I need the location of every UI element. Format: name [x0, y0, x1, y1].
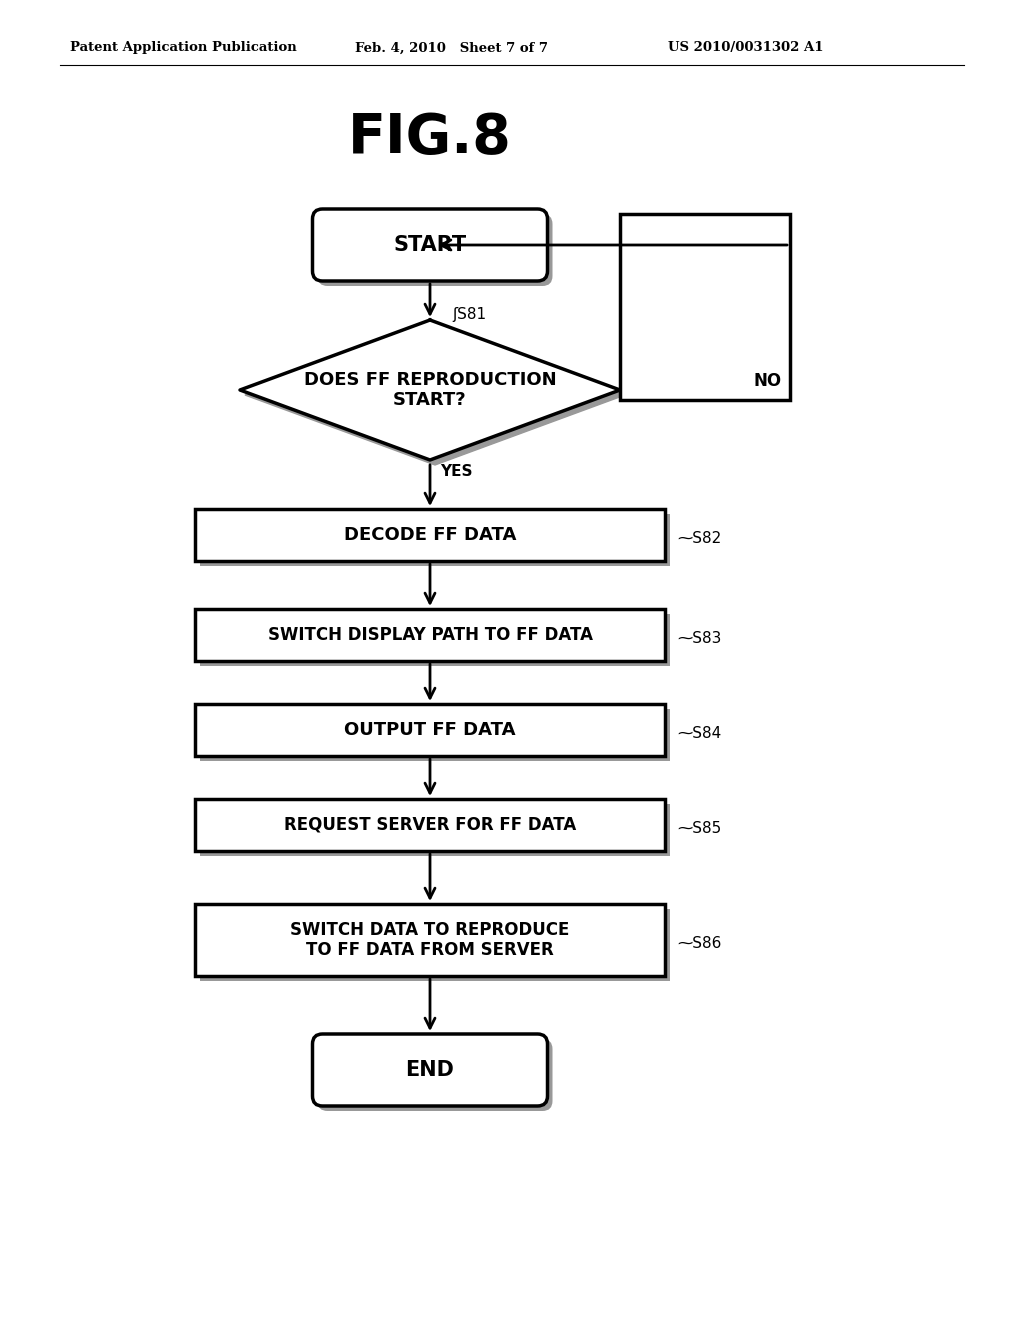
Bar: [195, 799, 665, 851]
Text: ⁓S82: ⁓S82: [677, 531, 721, 546]
Bar: [200, 709, 670, 762]
Text: YES: YES: [440, 465, 472, 479]
FancyBboxPatch shape: [312, 209, 548, 281]
FancyBboxPatch shape: [317, 214, 553, 286]
Bar: [200, 614, 670, 667]
Text: Patent Application Publication: Patent Application Publication: [70, 41, 297, 54]
Bar: [195, 704, 665, 756]
Text: OUTPUT FF DATA: OUTPUT FF DATA: [344, 721, 516, 739]
Text: US 2010/0031302 A1: US 2010/0031302 A1: [668, 41, 823, 54]
Text: FIG.8: FIG.8: [348, 111, 512, 165]
Polygon shape: [245, 325, 625, 465]
Bar: [195, 510, 665, 561]
Bar: [620, 214, 790, 400]
Text: REQUEST SERVER FOR FF DATA: REQUEST SERVER FOR FF DATA: [284, 816, 577, 834]
FancyBboxPatch shape: [317, 1039, 553, 1111]
FancyBboxPatch shape: [312, 1034, 548, 1106]
Bar: [200, 804, 670, 855]
Bar: [195, 609, 665, 661]
Text: ⁓S85: ⁓S85: [677, 821, 721, 836]
Text: END: END: [406, 1060, 455, 1080]
Polygon shape: [240, 319, 620, 459]
Text: Feb. 4, 2010   Sheet 7 of 7: Feb. 4, 2010 Sheet 7 of 7: [355, 41, 548, 54]
Text: START: START: [393, 235, 467, 255]
Text: ⁓S86: ⁓S86: [677, 936, 721, 950]
Bar: [195, 904, 665, 975]
Bar: [200, 513, 670, 566]
Text: ⁓S83: ⁓S83: [677, 631, 721, 645]
Text: SWITCH DISPLAY PATH TO FF DATA: SWITCH DISPLAY PATH TO FF DATA: [267, 626, 593, 644]
Bar: [200, 909, 670, 981]
Text: DOES FF REPRODUCTION
START?: DOES FF REPRODUCTION START?: [304, 371, 556, 409]
Text: ⁓S84: ⁓S84: [677, 726, 721, 741]
Text: ʃS81: ʃS81: [452, 308, 486, 322]
Text: NO: NO: [754, 372, 782, 389]
Text: SWITCH DATA TO REPRODUCE
TO FF DATA FROM SERVER: SWITCH DATA TO REPRODUCE TO FF DATA FROM…: [291, 920, 569, 960]
Text: DECODE FF DATA: DECODE FF DATA: [344, 525, 516, 544]
